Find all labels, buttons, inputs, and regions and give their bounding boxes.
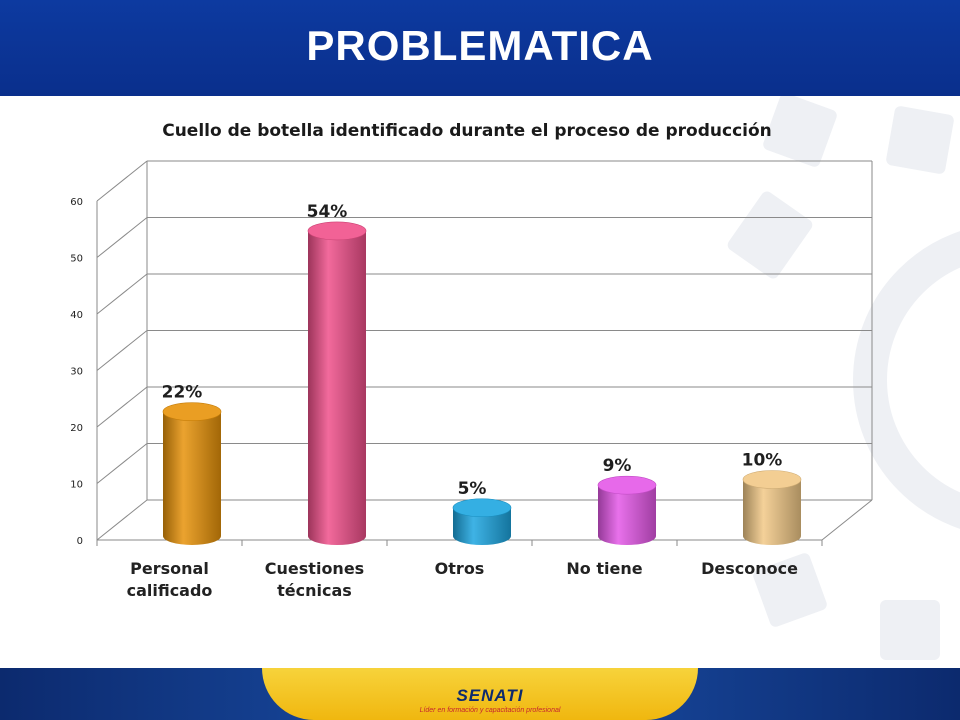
gridline-side xyxy=(96,273,148,315)
chart-bars xyxy=(162,221,802,545)
bar-body xyxy=(453,507,511,545)
slide-title: PROBLEMATICA xyxy=(306,22,654,69)
y-tick-label: 40 xyxy=(70,310,83,321)
gridline-side xyxy=(96,330,148,371)
bar-body xyxy=(308,230,366,545)
x-category-label: Otros xyxy=(435,559,485,578)
chart-title: Cuello de botella identificado durante e… xyxy=(162,121,772,141)
y-tick-label: 50 xyxy=(70,254,83,265)
x-category-label: Cuestiones técnicas xyxy=(265,559,364,600)
data-label: 9% xyxy=(603,456,632,476)
footer-band xyxy=(262,668,698,720)
bar-body xyxy=(163,411,221,545)
bar-cylinder xyxy=(597,475,657,545)
x-category-label: Desconoce xyxy=(701,559,798,578)
gridline-side xyxy=(96,443,148,484)
bar-cylinder xyxy=(307,221,367,545)
y-tick-label: 0 xyxy=(77,536,83,547)
gridline-side xyxy=(96,386,148,428)
bar-top xyxy=(452,498,512,518)
gridline-side xyxy=(96,499,148,541)
logo-tagline: Líder en formación y capacitación profes… xyxy=(419,707,561,714)
data-label: 10% xyxy=(742,451,783,471)
data-label: 5% xyxy=(458,479,487,499)
gridline-side xyxy=(96,217,148,258)
data-label: 54% xyxy=(307,202,348,222)
bar-body xyxy=(598,485,656,545)
bar-chart: Cuello de botella identificado durante e… xyxy=(70,121,873,600)
y-tick-label: 10 xyxy=(70,480,83,491)
bar-cylinder xyxy=(452,498,512,545)
data-labels: 22% 54% 5% 9% 10% xyxy=(162,202,783,499)
bar-top xyxy=(307,221,367,241)
x-category-label: Personal calificado xyxy=(127,559,213,600)
bar-top xyxy=(597,475,657,495)
bar-body xyxy=(743,479,801,545)
y-tick-label: 20 xyxy=(70,423,83,434)
gridline-side xyxy=(96,160,148,202)
logo-text: SENATI xyxy=(456,686,524,705)
y-tick-label: 60 xyxy=(70,197,83,208)
bar-cylinder xyxy=(162,402,222,545)
bar-top xyxy=(162,402,222,422)
y-tick-label: 30 xyxy=(70,367,83,378)
slide-header: PROBLEMATICA xyxy=(0,0,960,96)
y-axis-ticks: 0 10 20 30 40 50 60 xyxy=(70,197,83,547)
x-category-label: No tiene xyxy=(566,559,642,578)
bar-cylinder xyxy=(742,470,802,545)
x-axis-labels: Personal calificado Cuestiones técnicas Otro… xyxy=(127,559,798,600)
floor-right-edge xyxy=(821,499,873,541)
senati-logo: SENATI Líder en formación y capacitación… xyxy=(380,672,600,718)
bar-top xyxy=(742,470,802,489)
data-label: 22% xyxy=(162,383,203,403)
